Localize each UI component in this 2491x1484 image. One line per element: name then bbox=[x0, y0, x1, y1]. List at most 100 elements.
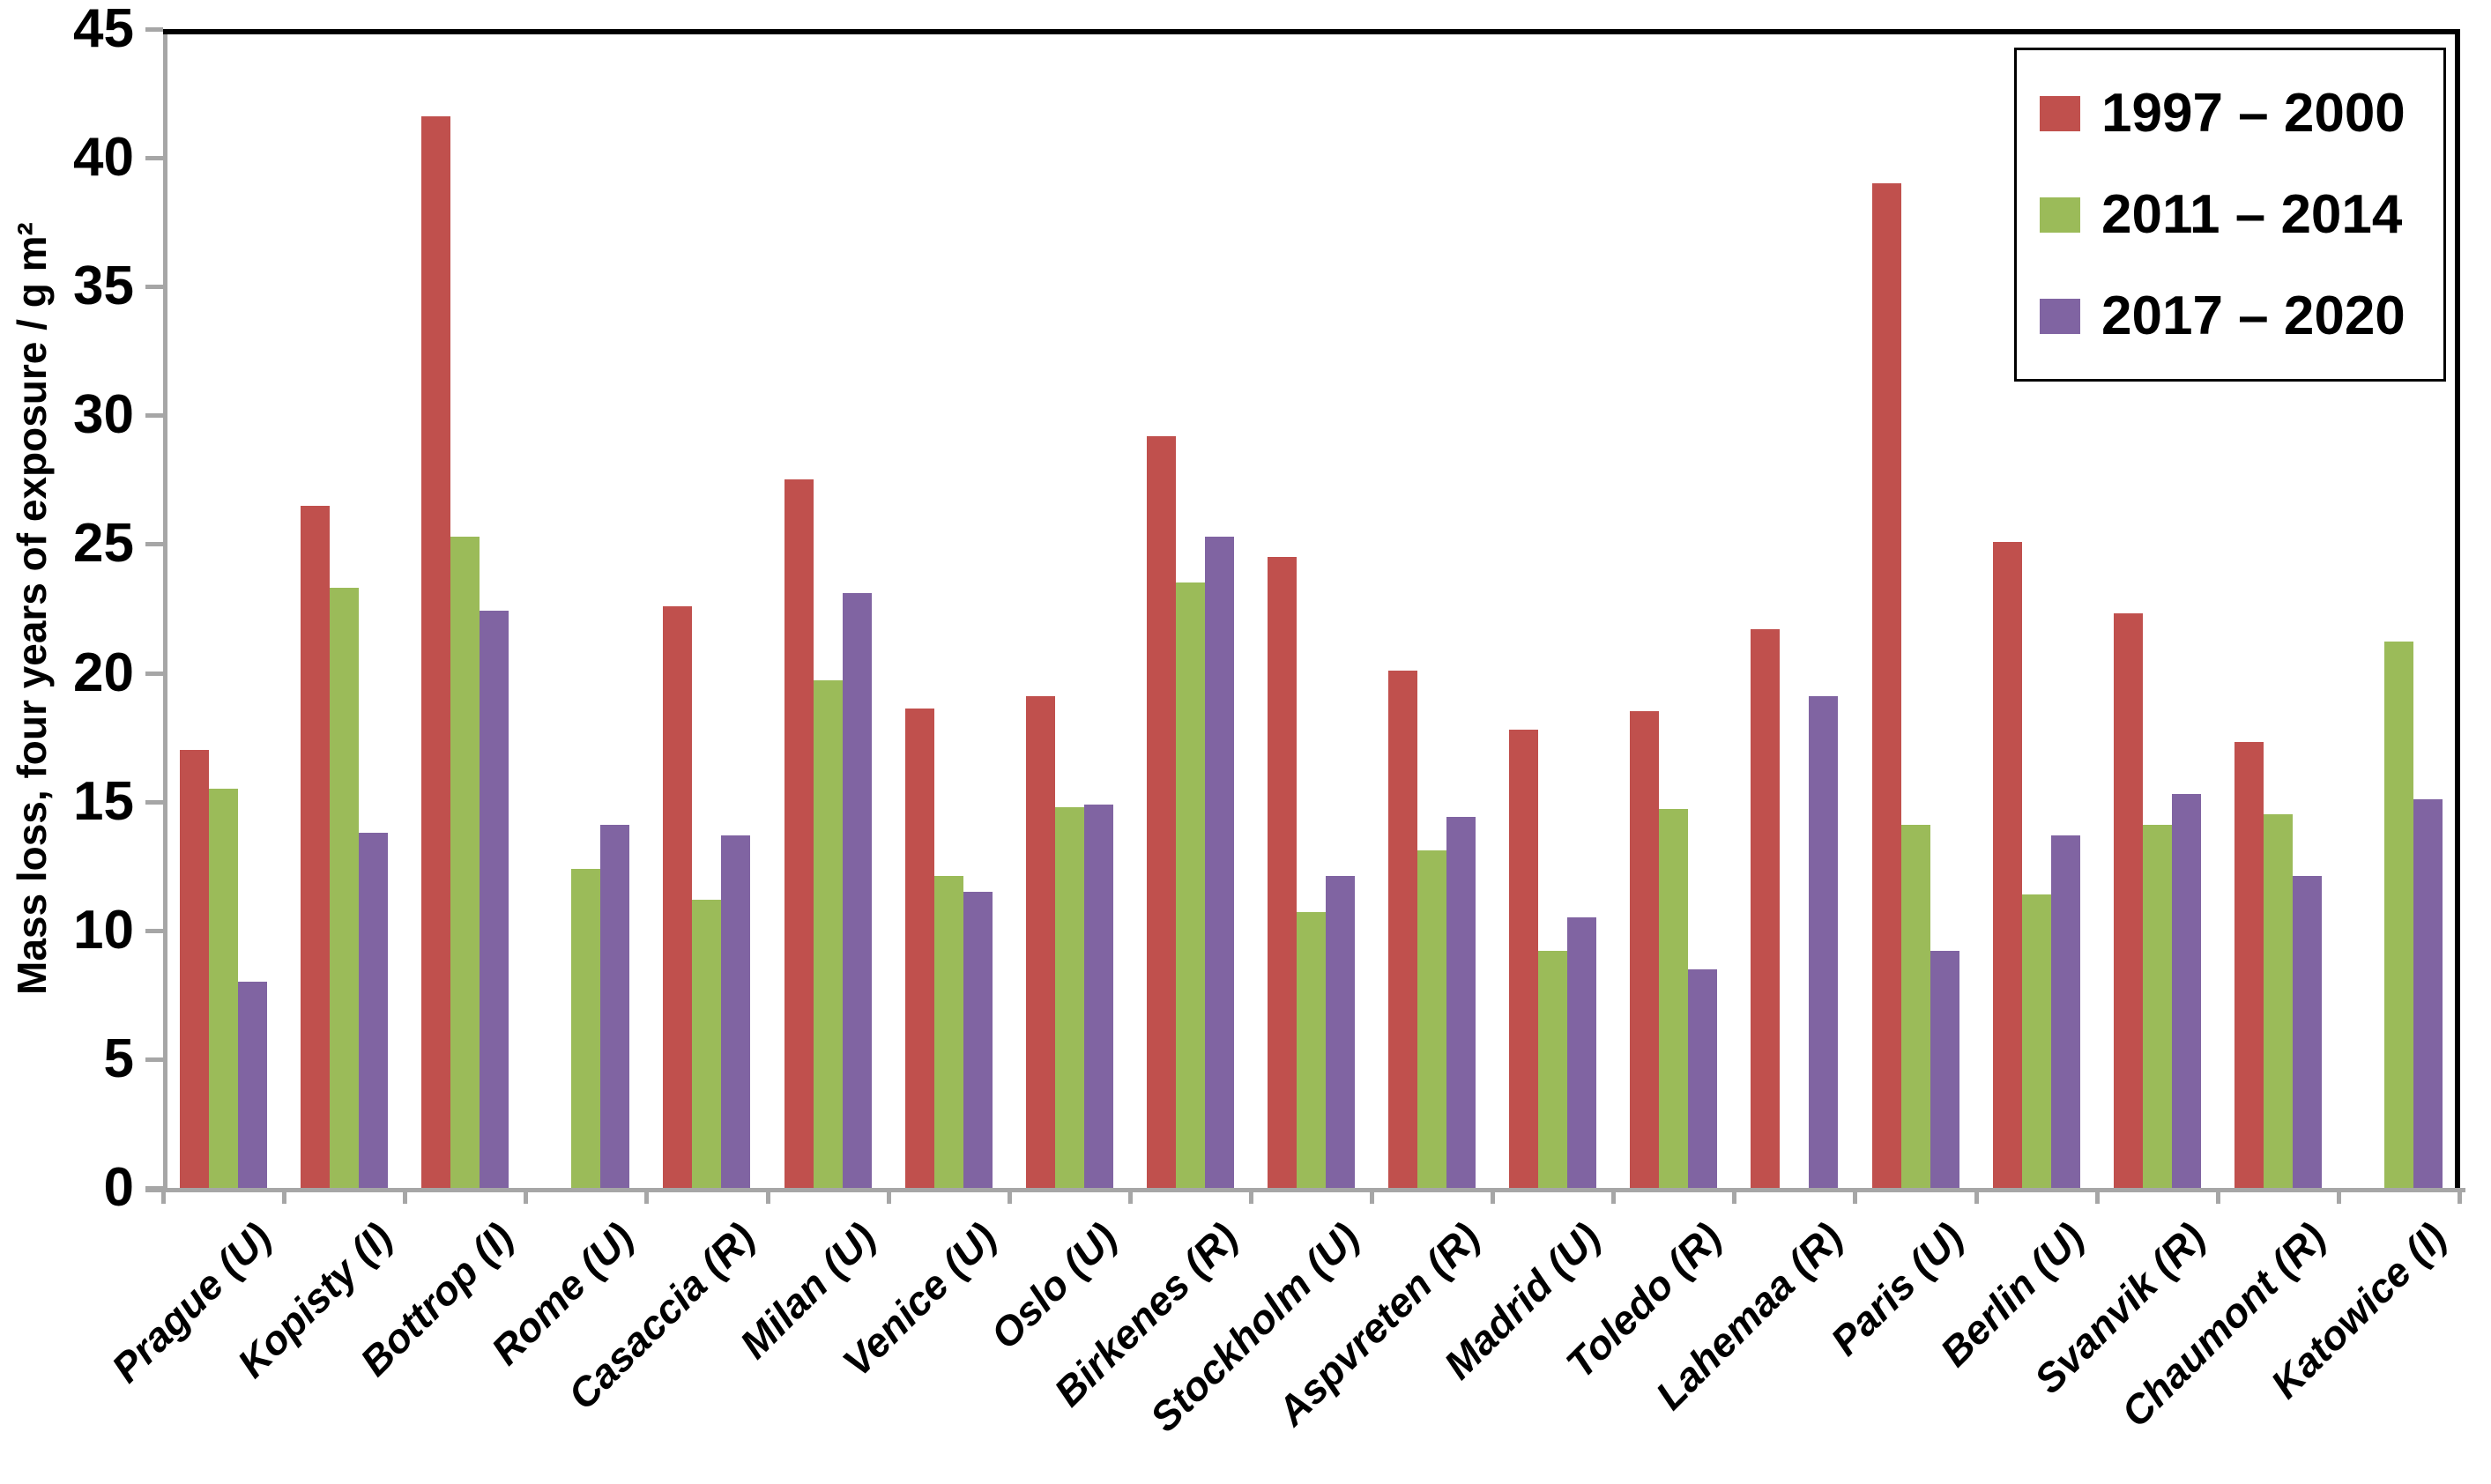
y-tick-label: 0 bbox=[103, 1157, 134, 1218]
x-tick-mark bbox=[1974, 1188, 1979, 1204]
bar-berlin-u-series1 bbox=[1992, 541, 2022, 1188]
bar-madrid-u-series2 bbox=[1538, 951, 1568, 1188]
bar-katowice-i-series3 bbox=[2413, 798, 2443, 1188]
x-tick-mark bbox=[765, 1188, 770, 1204]
x-tick-mark bbox=[1370, 1188, 1375, 1204]
x-tick-mark bbox=[2458, 1188, 2462, 1204]
bar-kopisty-i-series2 bbox=[330, 588, 360, 1188]
bar-chaumont-r-series3 bbox=[2292, 876, 2322, 1188]
bar-stockholm-u-series2 bbox=[1297, 912, 1326, 1188]
y-tick-mark bbox=[145, 928, 163, 933]
bar-casaccia-r-series3 bbox=[721, 835, 751, 1188]
y-axis-line bbox=[163, 29, 167, 1188]
bar-toledo-r-series1 bbox=[1630, 711, 1660, 1188]
bar-berlin-u-series3 bbox=[2050, 835, 2080, 1188]
x-tick-mark bbox=[282, 1188, 287, 1204]
y-tick-mark bbox=[145, 27, 163, 32]
x-tick-mark bbox=[524, 1188, 529, 1204]
y-tick-label: 45 bbox=[73, 0, 134, 59]
bar-prague-u-series1 bbox=[180, 750, 210, 1188]
legend-item: 2017 – 2020 bbox=[2017, 285, 2443, 347]
legend-swatch-series1 bbox=[2040, 95, 2080, 131]
bar-bottrop-i-series2 bbox=[450, 536, 480, 1188]
bar-casaccia-r-series1 bbox=[663, 605, 693, 1188]
bar-bottrop-i-series3 bbox=[480, 611, 509, 1188]
x-tick-mark bbox=[1127, 1188, 1133, 1204]
y-tick-label: 25 bbox=[73, 513, 134, 575]
bar-milan-u-series3 bbox=[842, 592, 872, 1188]
bar-milan-u-series1 bbox=[784, 479, 814, 1188]
x-tick-mark bbox=[1853, 1188, 1858, 1204]
legend-swatch-series2 bbox=[2040, 197, 2080, 233]
legend: 1997 – 2000 2011 – 2014 2017 – 2020 bbox=[2014, 48, 2446, 382]
bar-aspvreten-r-series3 bbox=[1446, 817, 1476, 1188]
legend-label: 1997 – 2000 bbox=[2101, 83, 2405, 144]
bar-toledo-r-series2 bbox=[1659, 809, 1689, 1188]
bar-oslo-u-series2 bbox=[1054, 806, 1084, 1188]
y-tick-mark bbox=[145, 413, 163, 419]
y-tick-mark bbox=[145, 542, 163, 547]
bar-kopisty-i-series1 bbox=[301, 505, 331, 1188]
bar-lahemaa-r-series1 bbox=[1751, 628, 1781, 1188]
x-tick-mark bbox=[1248, 1188, 1253, 1204]
x-tick-mark bbox=[1732, 1188, 1737, 1204]
y-tick-mark bbox=[145, 156, 163, 161]
bar-chaumont-r-series2 bbox=[2263, 814, 2293, 1188]
y-tick-label: 30 bbox=[73, 384, 134, 446]
bar-casaccia-r-series2 bbox=[692, 899, 722, 1188]
bar-paris-u-series3 bbox=[1930, 951, 1959, 1188]
x-tick-mark bbox=[2336, 1188, 2341, 1204]
bar-birkenes-r-series3 bbox=[1204, 536, 1234, 1188]
x-tick-mark bbox=[1611, 1188, 1617, 1204]
legend-label: 2011 – 2014 bbox=[2101, 184, 2403, 245]
y-tick-label: 5 bbox=[103, 1028, 134, 1089]
bar-prague-u-series2 bbox=[209, 789, 239, 1188]
y-tick-label: 15 bbox=[73, 770, 134, 832]
bar-madrid-u-series3 bbox=[1567, 917, 1597, 1188]
bar-paris-u-series1 bbox=[1871, 183, 1901, 1188]
bar-stockholm-u-series3 bbox=[1326, 876, 1355, 1188]
x-tick-mark bbox=[886, 1188, 891, 1204]
x-tick-mark bbox=[1007, 1188, 1012, 1204]
bar-milan-u-series2 bbox=[813, 680, 843, 1188]
y-tick-label: 10 bbox=[73, 899, 134, 961]
y-tick-label: 40 bbox=[73, 127, 134, 189]
x-tick-mark bbox=[1491, 1188, 1496, 1204]
bar-venice-u-series2 bbox=[933, 876, 963, 1188]
bar-prague-u-series3 bbox=[238, 982, 268, 1188]
bar-aspvreten-r-series1 bbox=[1388, 670, 1418, 1188]
y-axis-title: Mass loss, four years of exposure / g m² bbox=[9, 222, 55, 995]
bar-kopisty-i-series3 bbox=[359, 832, 389, 1188]
y-tick-mark bbox=[145, 285, 163, 290]
x-tick-mark bbox=[2215, 1188, 2220, 1204]
legend-item: 2011 – 2014 bbox=[2017, 183, 2443, 246]
bar-oslo-u-series3 bbox=[1083, 804, 1113, 1188]
x-axis-line bbox=[145, 1188, 2465, 1192]
bar-oslo-u-series1 bbox=[1025, 695, 1055, 1188]
x-tick-mark bbox=[644, 1188, 650, 1204]
plot-right-border bbox=[2455, 29, 2460, 1188]
bar-svanvik-r-series1 bbox=[2113, 613, 2143, 1188]
bar-bottrop-i-series1 bbox=[421, 116, 451, 1188]
legend-swatch-series3 bbox=[2040, 298, 2080, 334]
legend-label: 2017 – 2020 bbox=[2101, 286, 2405, 346]
bar-paris-u-series2 bbox=[1900, 824, 1930, 1188]
x-tick-mark bbox=[2094, 1188, 2100, 1204]
x-category-label: Stockholm (U) bbox=[1141, 1213, 1368, 1441]
bar-venice-u-series1 bbox=[904, 709, 934, 1188]
bar-lahemaa-r-series3 bbox=[1809, 695, 1839, 1188]
bar-aspvreten-r-series2 bbox=[1417, 850, 1447, 1188]
bar-katowice-i-series2 bbox=[2383, 642, 2413, 1188]
y-tick-mark bbox=[145, 1057, 163, 1062]
bar-stockholm-u-series1 bbox=[1268, 557, 1297, 1188]
bar-toledo-r-series3 bbox=[1688, 968, 1718, 1188]
bar-rome-u-series3 bbox=[600, 824, 630, 1188]
bar-svanvik-r-series3 bbox=[2171, 793, 2201, 1188]
y-tick-mark bbox=[145, 799, 163, 805]
bar-madrid-u-series1 bbox=[1509, 729, 1539, 1188]
bar-birkenes-r-series2 bbox=[1175, 582, 1205, 1188]
y-tick-label: 20 bbox=[73, 642, 134, 703]
y-tick-label: 35 bbox=[73, 256, 134, 317]
x-tick-mark bbox=[403, 1188, 408, 1204]
